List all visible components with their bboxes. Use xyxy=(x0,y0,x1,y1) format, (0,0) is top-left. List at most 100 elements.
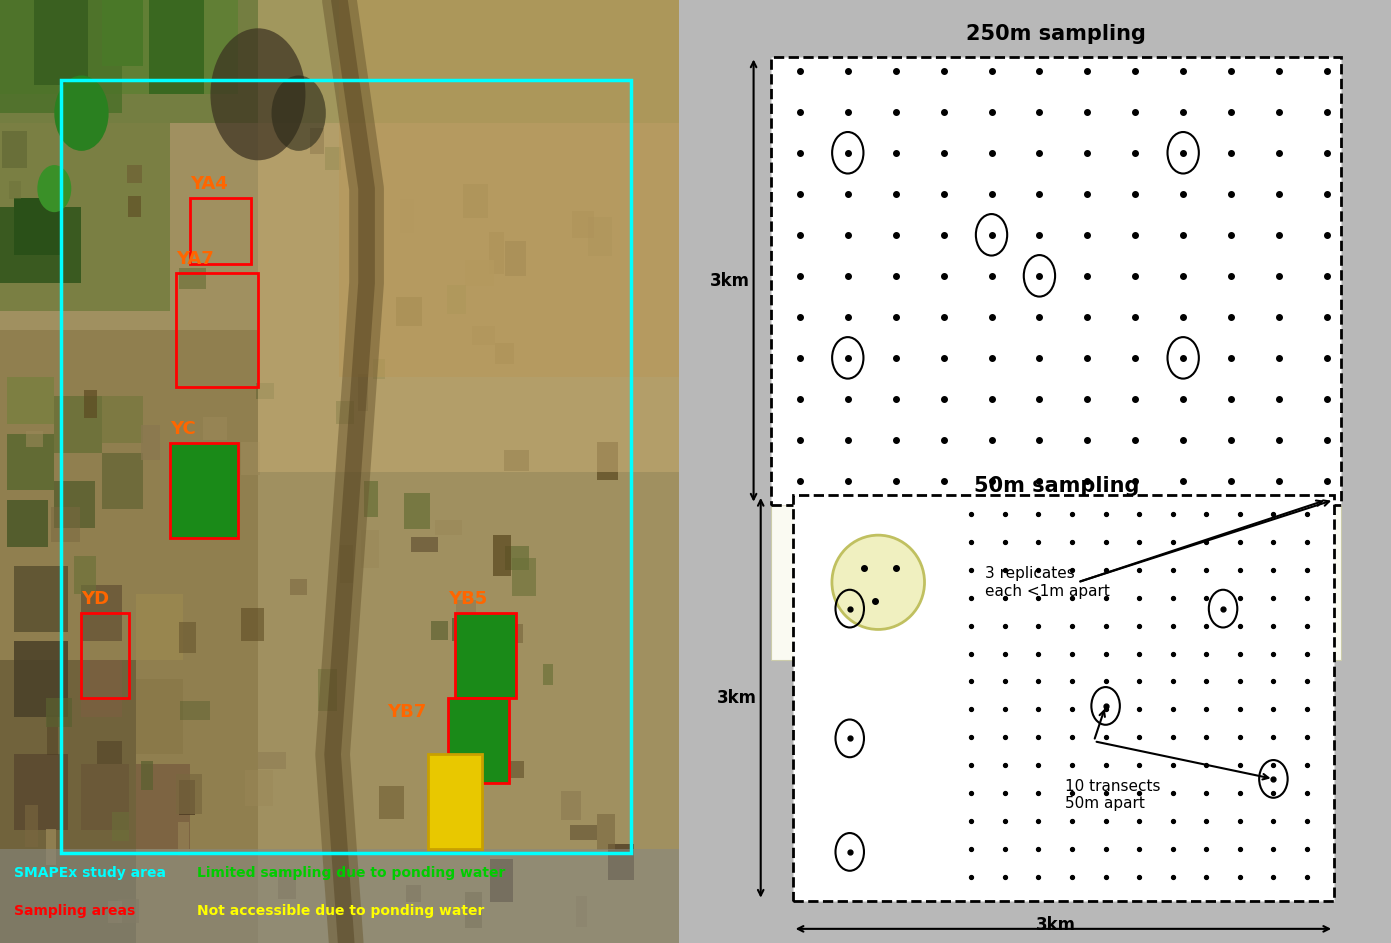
Bar xyxy=(259,752,287,769)
Text: 3 replicates
each <1m apart: 3 replicates each <1m apart xyxy=(985,566,1110,599)
Bar xyxy=(14,754,68,830)
Bar xyxy=(597,441,618,480)
Bar xyxy=(136,594,184,660)
Bar xyxy=(772,505,1341,660)
Bar xyxy=(0,0,122,113)
Bar xyxy=(61,80,632,853)
Bar xyxy=(111,812,129,841)
Text: YB5: YB5 xyxy=(448,589,487,607)
Bar xyxy=(178,269,206,289)
Bar xyxy=(491,859,513,902)
Bar xyxy=(0,123,170,311)
Bar xyxy=(179,622,196,653)
Bar xyxy=(310,128,324,155)
Bar xyxy=(401,199,415,233)
Bar xyxy=(505,451,529,471)
Text: 3km: 3km xyxy=(1036,916,1077,934)
Bar xyxy=(608,844,634,880)
Circle shape xyxy=(38,165,71,212)
Bar xyxy=(14,641,68,717)
Bar xyxy=(136,764,191,849)
Bar xyxy=(1,131,28,168)
Bar xyxy=(83,389,97,418)
Bar xyxy=(257,0,679,472)
Bar xyxy=(26,431,43,447)
Text: 50m sampling: 50m sampling xyxy=(974,476,1139,496)
Bar xyxy=(107,902,122,923)
Bar xyxy=(177,774,202,814)
Text: SMAPEx study area: SMAPEx study area xyxy=(14,866,166,880)
Bar xyxy=(505,240,526,276)
Bar xyxy=(82,613,129,698)
Bar xyxy=(403,493,430,529)
Bar xyxy=(427,754,481,849)
Bar xyxy=(434,520,462,535)
Bar xyxy=(492,535,510,576)
Circle shape xyxy=(210,28,306,160)
Bar xyxy=(8,181,21,199)
Text: 250m sampling: 250m sampling xyxy=(967,24,1146,43)
Bar xyxy=(102,396,142,443)
Bar xyxy=(179,780,195,815)
Bar xyxy=(118,899,139,923)
Bar xyxy=(245,769,273,805)
Bar xyxy=(793,495,1334,901)
Text: 3km: 3km xyxy=(709,272,750,290)
Bar xyxy=(440,792,470,810)
Bar xyxy=(506,761,524,778)
Bar xyxy=(378,786,403,819)
Bar xyxy=(456,600,477,640)
Bar xyxy=(82,585,122,641)
Circle shape xyxy=(54,75,108,151)
Bar xyxy=(128,196,142,217)
Bar xyxy=(191,198,252,264)
Bar xyxy=(203,417,227,440)
Bar xyxy=(33,0,88,85)
Bar xyxy=(465,892,481,928)
Bar xyxy=(325,147,341,170)
Text: Sampling areas: Sampling areas xyxy=(14,903,135,918)
Bar xyxy=(7,377,54,424)
Bar xyxy=(505,546,530,570)
Bar xyxy=(448,698,509,783)
Bar xyxy=(561,790,581,820)
Bar xyxy=(102,453,142,509)
Bar xyxy=(0,0,238,94)
Bar xyxy=(178,822,189,856)
Bar xyxy=(431,620,448,640)
Bar xyxy=(573,211,594,239)
Bar xyxy=(102,0,142,66)
Bar xyxy=(373,359,385,379)
Circle shape xyxy=(271,75,325,151)
Bar xyxy=(7,434,54,490)
Bar xyxy=(597,814,615,851)
Bar xyxy=(179,459,206,489)
Bar xyxy=(241,607,264,641)
Bar xyxy=(278,869,296,899)
Bar xyxy=(140,761,153,790)
Bar xyxy=(448,285,466,314)
Bar xyxy=(0,330,257,943)
Bar xyxy=(136,679,184,754)
Bar xyxy=(0,207,82,283)
Bar xyxy=(339,0,679,377)
Text: YA4: YA4 xyxy=(191,174,228,192)
Bar xyxy=(291,579,307,595)
Bar xyxy=(25,805,39,847)
Bar xyxy=(542,664,552,685)
Bar xyxy=(140,425,160,459)
Bar xyxy=(54,396,102,453)
Bar xyxy=(427,789,441,816)
Bar xyxy=(495,343,513,364)
Bar xyxy=(0,0,679,123)
Bar xyxy=(410,537,438,552)
Bar xyxy=(445,754,469,785)
Bar xyxy=(465,260,494,286)
Bar xyxy=(46,698,72,727)
Bar xyxy=(241,442,260,475)
Bar xyxy=(54,481,95,528)
Bar xyxy=(82,764,129,830)
Bar xyxy=(362,530,378,569)
Bar xyxy=(7,500,47,547)
Bar xyxy=(319,670,337,711)
